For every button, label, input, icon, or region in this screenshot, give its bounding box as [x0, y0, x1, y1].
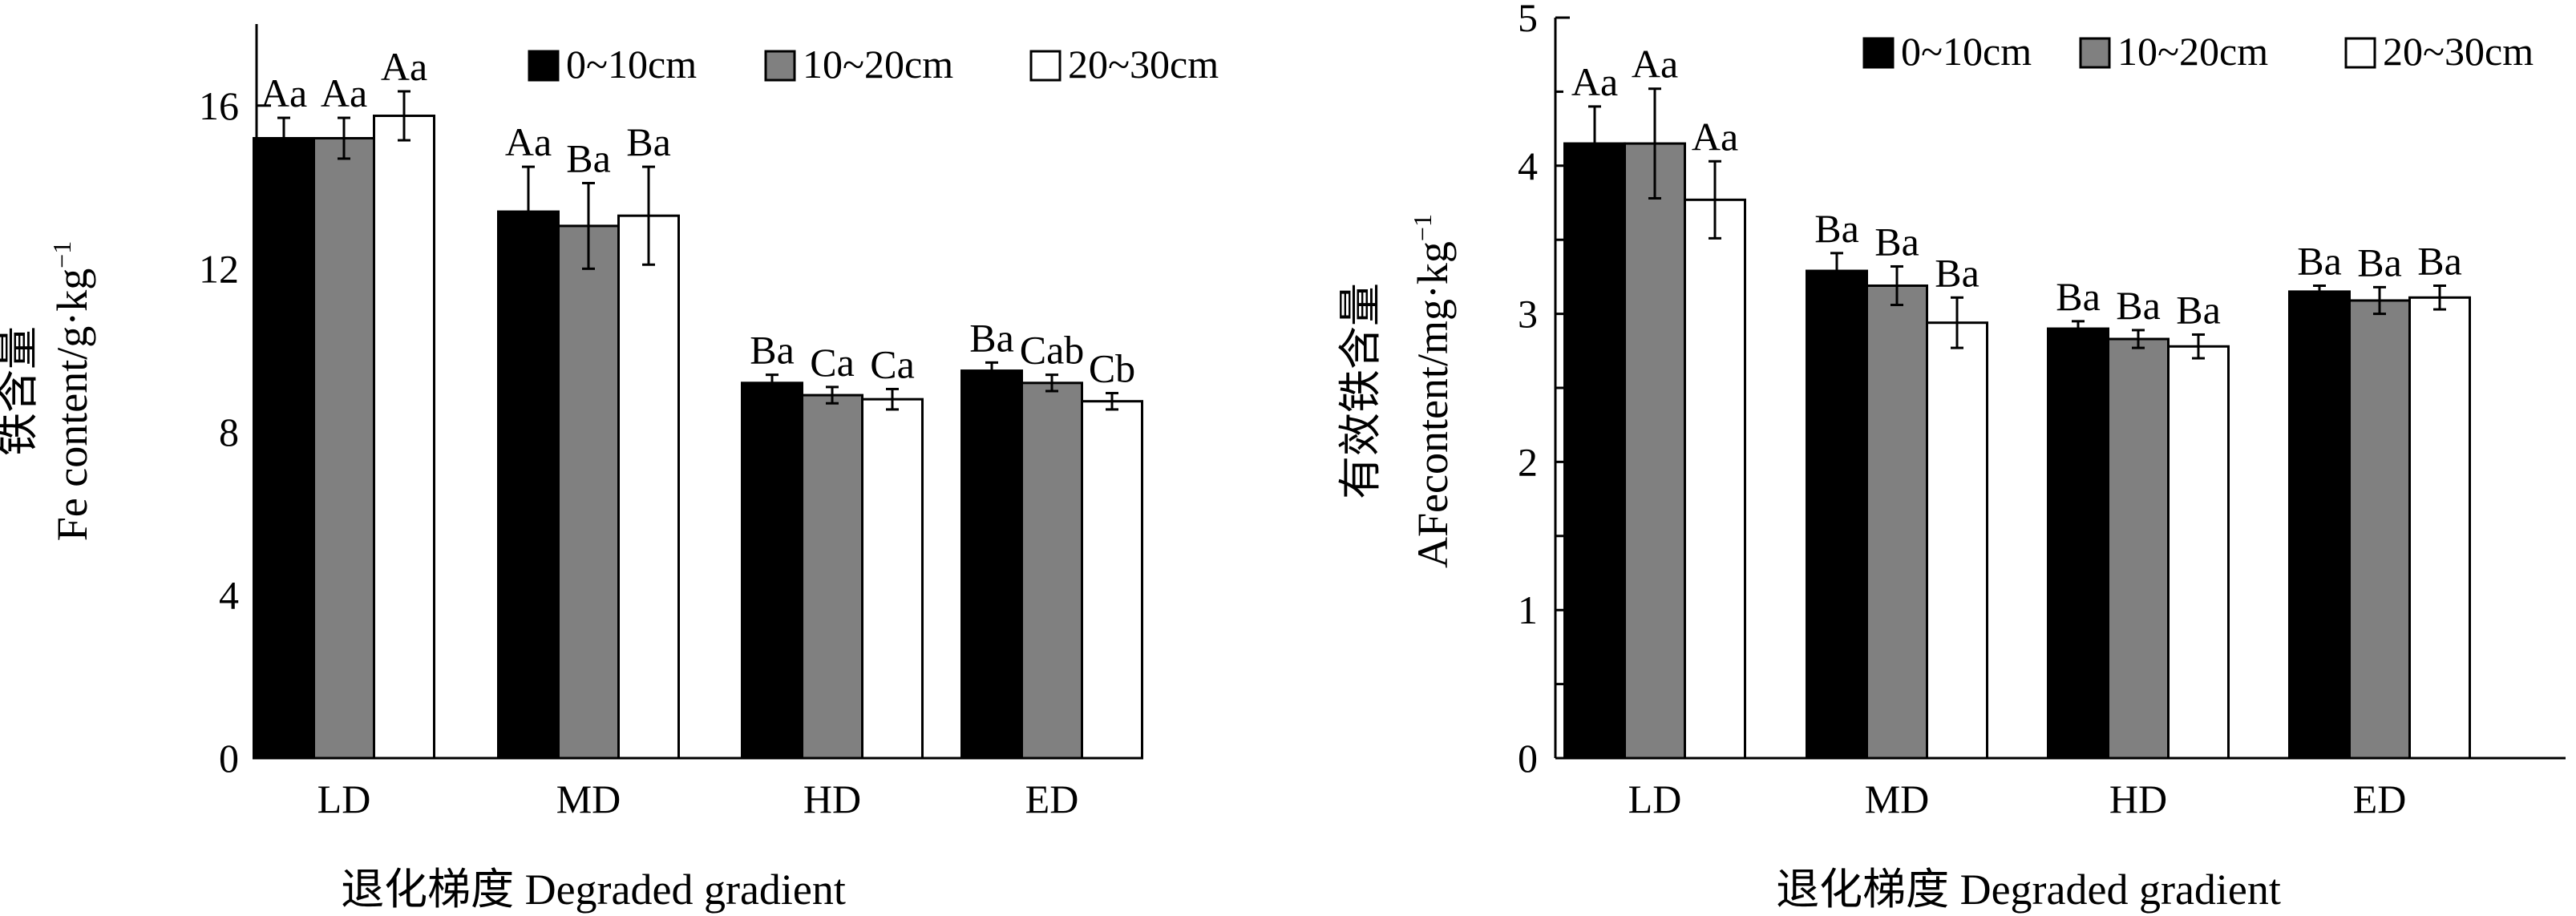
y-axis-title-cn: 铁含量 — [0, 326, 42, 456]
y-tick-label: 5 — [1518, 0, 1538, 40]
bar — [861, 397, 924, 760]
bar — [1684, 198, 1746, 760]
bar — [1021, 381, 1083, 760]
significance-label: Ca — [870, 341, 915, 386]
significance-label: Aa — [1571, 59, 1618, 104]
significance-label: Aa — [381, 44, 427, 89]
y-axis-title-en-main: AFecontent/mg·kg — [1409, 241, 1457, 568]
bar — [1926, 321, 1988, 760]
y-tick-label: 1 — [1518, 587, 1538, 632]
bar — [1624, 142, 1686, 760]
legend-label: 20~30cm — [1068, 42, 1219, 87]
bar — [801, 393, 863, 760]
legend-label: 0~10cm — [1901, 29, 2032, 74]
legend-swatch — [528, 50, 560, 82]
significance-label: Ba — [2056, 274, 2101, 319]
bar — [557, 224, 620, 760]
significance-label: Ba — [1874, 219, 1919, 264]
bar — [617, 214, 680, 760]
significance-label: Aa — [1692, 114, 1738, 159]
x-tick-label: MD — [556, 777, 621, 821]
y-axis-title-en-sup: −1 — [1408, 214, 1437, 241]
significance-label: Aa — [261, 71, 307, 115]
legend-label: 10~20cm — [803, 42, 953, 87]
legend-label: 0~10cm — [566, 42, 697, 87]
legend-swatch — [1029, 50, 1062, 82]
bar — [2408, 296, 2471, 760]
bar — [1806, 269, 1868, 760]
y-tick-label: 16 — [199, 83, 239, 128]
significance-label: Ba — [2357, 240, 2402, 284]
legend-swatch — [2079, 37, 2111, 69]
significance-label: Ca — [810, 340, 855, 385]
bar — [2167, 345, 2230, 760]
x-axis-title: 退化梯度 Degraded gradient — [341, 866, 846, 914]
y-axis-title-en: Fe content/g·kg−1 — [47, 241, 96, 541]
bar — [373, 115, 435, 760]
bar — [2288, 290, 2351, 760]
significance-label: Ba — [2297, 238, 2342, 283]
legend-label: 10~20cm — [2117, 29, 2268, 74]
y-tick-label: 12 — [199, 246, 239, 291]
x-axis-title: 退化梯度 Degraded gradient — [1776, 866, 2281, 914]
significance-label: Cab — [1020, 328, 1085, 373]
x-tick-label: MD — [1865, 777, 1930, 821]
bar — [2348, 299, 2411, 760]
significance-label: Aa — [321, 71, 367, 115]
y-axis-title-cn: 有效铁含量 — [1337, 283, 1385, 499]
bar — [1563, 142, 1626, 760]
bar — [2107, 337, 2170, 760]
bar — [253, 136, 315, 760]
x-tick-label: LD — [317, 777, 371, 821]
y-axis-title-en: AFecontent/mg·kg−1 — [1408, 214, 1457, 568]
significance-label: Ba — [750, 328, 795, 373]
bar — [741, 381, 803, 760]
y-tick-label: 0 — [219, 736, 239, 781]
y-tick-label: 3 — [1518, 292, 1538, 337]
y-tick-label: 8 — [219, 410, 239, 454]
legend-swatch — [1862, 37, 1895, 69]
significance-label: Ba — [566, 135, 611, 180]
significance-label: Cb — [1089, 346, 1135, 391]
y-axis-title-en-main: Fe content/g·kg — [48, 268, 96, 541]
significance-label: Aa — [1632, 42, 1678, 87]
significance-label: Ba — [2116, 283, 2161, 328]
available-fe-content-chart: 0 1 2 3 4 5 Aa Aa Aa LD Ba Ba Ba MD Ba Ba Ba HD Ba Ba Ba ED 退化… — [1337, 0, 2566, 914]
bar — [960, 369, 1023, 760]
bar — [1866, 284, 1928, 760]
y-axis-title-en-sup: −1 — [47, 241, 76, 268]
significance-label: Ba — [626, 119, 671, 164]
significance-label: Ba — [2417, 238, 2462, 283]
bar — [2047, 327, 2109, 760]
significance-label: Ba — [1935, 250, 1980, 295]
y-tick-label: 4 — [219, 572, 239, 617]
y-tick-label: 4 — [1518, 143, 1538, 188]
bar — [497, 210, 560, 760]
x-tick-label: ED — [2353, 777, 2407, 821]
significance-label: Ba — [2176, 287, 2221, 332]
significance-label: Ba — [1814, 206, 1859, 251]
y-tick-label: 0 — [1518, 736, 1538, 781]
significance-label: Ba — [969, 315, 1014, 360]
x-tick-label: ED — [1025, 777, 1079, 821]
significance-label: Aa — [505, 119, 552, 164]
bar — [313, 136, 375, 760]
legend-swatch — [2344, 37, 2376, 69]
bar — [1081, 400, 1143, 760]
legend-label: 20~30cm — [2383, 29, 2534, 74]
legend-swatch — [764, 50, 796, 82]
x-tick-label: HD — [803, 777, 861, 821]
x-tick-label: HD — [2109, 777, 2167, 821]
y-tick-label: 2 — [1518, 439, 1538, 484]
x-tick-label: LD — [1628, 777, 1682, 821]
